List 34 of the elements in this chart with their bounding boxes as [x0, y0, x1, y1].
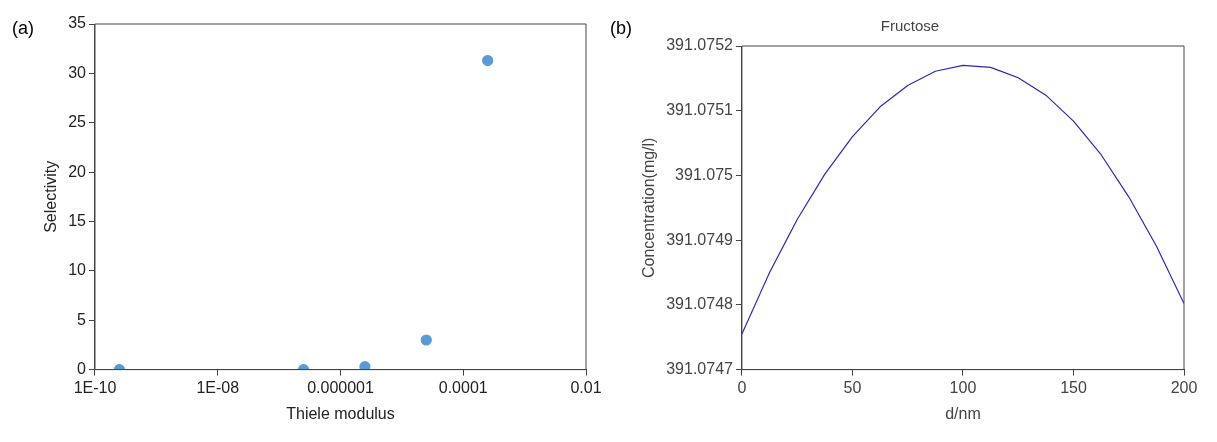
point [359, 361, 371, 370]
y-tick-label: 391.0749 [666, 230, 734, 248]
text: (b) [610, 17, 632, 38]
point [482, 54, 494, 67]
y-tick-label: 0 [77, 360, 87, 378]
x-tick-label: 1E-08 [196, 378, 240, 396]
x-tick-label: 1E-10 [73, 378, 117, 396]
x-tick-label: 0.000001 [307, 378, 374, 396]
y-tick-label: 10 [68, 261, 87, 279]
text: (a) [12, 17, 34, 38]
x-tick-label: 0 [737, 378, 747, 396]
x-tick-label: 100 [949, 378, 977, 396]
x-tick-label: 150 [1060, 378, 1087, 396]
y-tick-label: 35 [68, 14, 87, 32]
y-tick-label: 30 [68, 63, 87, 81]
x-tick-label: 200 [1170, 378, 1198, 396]
x-tick-label: 0.0001 [438, 378, 488, 396]
y-tick-label: 25 [68, 113, 87, 131]
y-tick-label: 391.0747 [666, 360, 734, 378]
y-tick-label: 15 [68, 211, 87, 229]
y-tick-label: 391.075 [675, 165, 734, 183]
y-tick-label: 391.0748 [666, 295, 734, 313]
x-axis-title: d/nm [945, 404, 981, 422]
point [420, 334, 432, 346]
y-tick-label: 391.0751 [666, 101, 734, 119]
chart-title: Fructose [880, 17, 940, 35]
y-axis-title: Selectivity [42, 160, 60, 233]
y-axis-title: Concentration(mg/l) [640, 137, 658, 279]
y-tick-label: 20 [68, 162, 87, 180]
x-axis-title: Thiele modulus [286, 404, 395, 422]
y-tick-label: 391.0752 [666, 36, 734, 54]
x-tick-label: 0.01 [570, 378, 602, 396]
x-tick-label: 50 [843, 378, 862, 396]
y-tick-label: 5 [77, 310, 87, 328]
